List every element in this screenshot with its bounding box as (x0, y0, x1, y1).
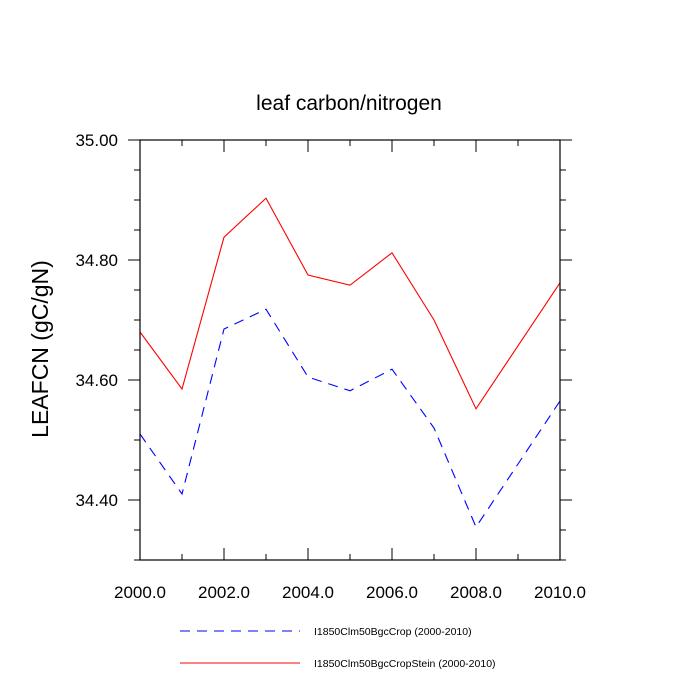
chart-title: leaf carbon/nitrogen (256, 92, 442, 115)
y-tick-label: 34.60 (75, 371, 118, 390)
x-tick-label: 2002.0 (198, 583, 250, 602)
series-line-1 (139, 308, 561, 529)
y-tick-label: 34.40 (75, 491, 118, 510)
plot-area: 2000.0 2002.0 2004.0 2006.0 2008.0 2010.0 34.4… (75, 131, 586, 602)
plot-frame (139, 139, 561, 561)
y-tick-label: 34.80 (75, 251, 118, 270)
legend-label-2: I1850Clm50BgcCropStein (2000-2010) (314, 658, 496, 670)
series-line-2 (139, 197, 561, 410)
x-tick-label: 2004.0 (282, 583, 334, 602)
x-tick-label: 2006.0 (366, 583, 418, 602)
y-tick-label: 35.00 (75, 131, 118, 150)
legend: I1850Clm50BgcCrop (2000-2010) I1850Clm50B… (180, 626, 496, 670)
legend-label-1: I1850Clm50BgcCrop (2000-2010) (314, 626, 472, 638)
x-tick-label: 2008.0 (450, 583, 502, 602)
x-tick-label: 2000.0 (114, 583, 166, 602)
x-tick-label: 2010.0 (534, 583, 586, 602)
y-axis-label: LEAFCN (gC/gN) (27, 260, 53, 438)
